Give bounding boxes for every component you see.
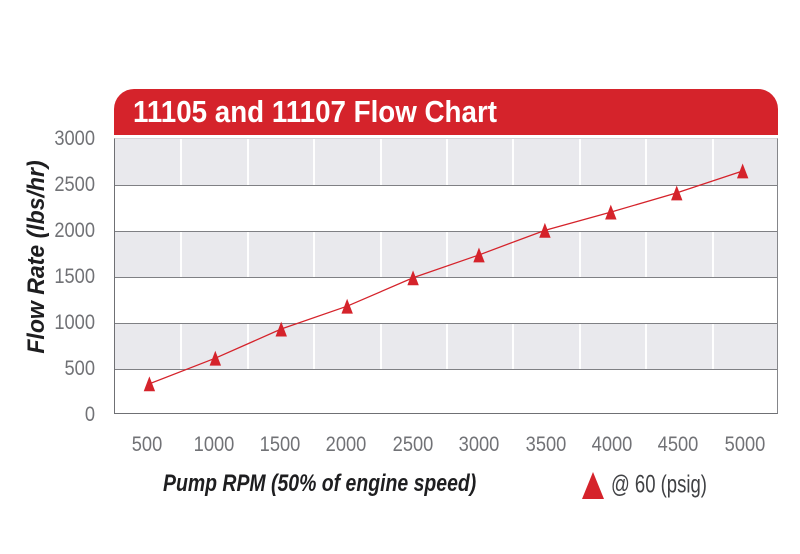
plot-area (114, 138, 778, 414)
legend-triangle-icon (582, 472, 604, 499)
vertical-gridline (578, 139, 581, 413)
data-line-layer (143, 163, 749, 392)
y-axis-title: Flow Rate (lbs/hr) (23, 160, 50, 354)
y-tick-label: 1000 (54, 310, 95, 334)
horizontal-gridline (115, 184, 777, 186)
vertical-gridline (180, 139, 183, 413)
data-point-triangle-marker (209, 350, 222, 366)
chart-title-bar: 11105 and 11107 Flow Chart (114, 89, 778, 135)
data-point-triangle-marker (341, 298, 353, 314)
x-axis-title: Pump RPM (50% of engine speed) (163, 470, 477, 497)
x-tick-label: 3500 (525, 432, 566, 456)
chart-title: 11105 and 11107 Flow Chart (133, 94, 497, 129)
data-point-triangle-marker (539, 222, 551, 238)
legend-label: @ 60 (psig) (611, 470, 707, 499)
x-tick-label: 500 (131, 432, 163, 456)
x-tick-label: 2000 (326, 432, 367, 456)
x-tick-label: 1500 (259, 432, 301, 456)
data-point-triangle-marker (473, 247, 485, 263)
x-tick-label: 4000 (591, 432, 633, 456)
horizontal-gridline (115, 230, 777, 232)
x-tick-label: 1000 (193, 432, 234, 456)
vertical-gridline (512, 139, 515, 413)
data-point-triangle-marker (671, 185, 683, 201)
data-line (149, 170, 743, 385)
data-point-triangle-marker (605, 204, 617, 220)
vertical-gridline (246, 139, 249, 413)
data-point-triangle-marker (736, 163, 749, 179)
data-point-triangle-marker (407, 270, 419, 286)
data-point-triangle-marker (275, 321, 287, 337)
y-tick-label: 3000 (54, 126, 95, 150)
vertical-gridline (645, 139, 648, 413)
y-tick-label: 2000 (54, 218, 95, 242)
y-tick-label: 0 (84, 402, 95, 426)
vertical-gridline (446, 139, 448, 413)
horizontal-gridline (115, 276, 777, 278)
x-tick-label: 2500 (392, 432, 434, 456)
x-tick-label: 4500 (658, 432, 699, 456)
y-tick-label: 500 (64, 356, 95, 380)
x-tick-label: 3000 (458, 432, 500, 456)
data-point-triangle-marker (143, 376, 156, 392)
horizontal-gridline (115, 322, 777, 324)
vertical-gridline (313, 139, 316, 413)
y-tick-label: 1500 (54, 264, 95, 288)
horizontal-gridline (115, 368, 777, 370)
vertical-gridline (379, 139, 382, 413)
x-tick-label: 5000 (724, 432, 766, 456)
vertical-gridline (711, 139, 714, 413)
y-tick-label: 2500 (54, 172, 95, 196)
